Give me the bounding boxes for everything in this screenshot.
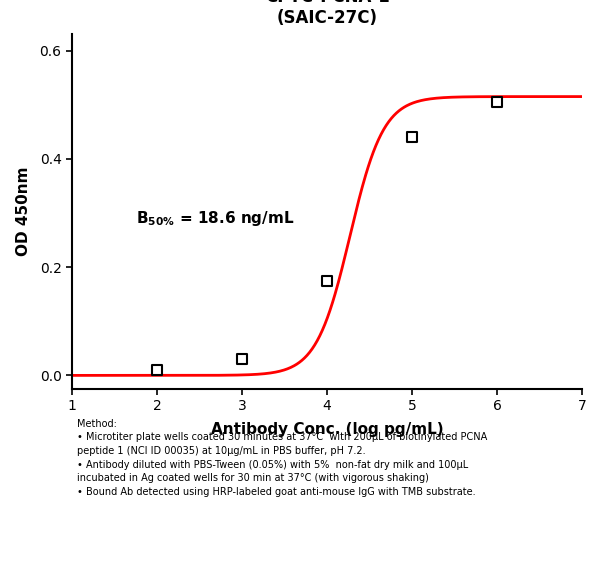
Text: $\mathdefault{B_{50\%}}$ = 18.6 ng/mL: $\mathdefault{B_{50\%}}$ = 18.6 ng/mL (136, 209, 295, 228)
Point (237, 355, 247, 364)
Point (322, 276, 332, 285)
Text: Method:
• Microtiter plate wells coated 30 minutes at 37°C  with 200μL of biotin: Method: • Microtiter plate wells coated … (77, 419, 487, 496)
Y-axis label: OD 450nm: OD 450nm (16, 167, 31, 256)
Point (152, 366, 162, 375)
X-axis label: Antibody Conc. (log pg/mL): Antibody Conc. (log pg/mL) (211, 422, 443, 436)
Point (407, 133, 417, 142)
Title: CPTC-PCNA-1
(SAIC-27C): CPTC-PCNA-1 (SAIC-27C) (265, 0, 389, 27)
Point (492, 97, 502, 106)
